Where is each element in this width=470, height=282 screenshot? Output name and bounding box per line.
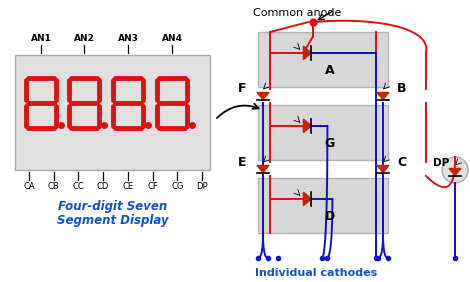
Text: D: D (324, 210, 335, 223)
Text: AN4: AN4 (162, 34, 182, 43)
Text: F: F (238, 83, 246, 96)
Text: CD: CD (97, 182, 110, 191)
Text: AN1: AN1 (31, 34, 51, 43)
FancyBboxPatch shape (15, 55, 210, 170)
Polygon shape (449, 169, 461, 175)
Polygon shape (304, 46, 312, 60)
Text: DP: DP (196, 182, 208, 191)
FancyBboxPatch shape (258, 105, 388, 160)
Text: Common anode: Common anode (253, 8, 341, 18)
Text: DP: DP (433, 158, 449, 168)
Text: Segment Display: Segment Display (57, 214, 168, 227)
Polygon shape (257, 166, 269, 173)
Polygon shape (257, 92, 269, 100)
Text: CG: CG (171, 182, 183, 191)
Text: CB: CB (48, 182, 60, 191)
Polygon shape (304, 192, 312, 206)
Text: Four-digit Seven: Four-digit Seven (58, 200, 167, 213)
Text: Individual cathodes: Individual cathodes (255, 268, 377, 278)
Text: AN3: AN3 (118, 34, 139, 43)
Text: B: B (397, 83, 407, 96)
Text: E: E (238, 155, 246, 169)
Text: CF: CF (147, 182, 158, 191)
Text: A: A (325, 64, 334, 77)
FancyBboxPatch shape (258, 32, 388, 87)
Polygon shape (304, 119, 312, 133)
Text: AN2: AN2 (74, 34, 94, 43)
Text: CA: CA (23, 182, 35, 191)
Text: G: G (324, 137, 335, 150)
FancyBboxPatch shape (258, 178, 388, 233)
Text: C: C (398, 155, 407, 169)
Text: CE: CE (122, 182, 133, 191)
Polygon shape (377, 166, 389, 173)
Text: CC: CC (72, 182, 84, 191)
Circle shape (442, 157, 468, 183)
Polygon shape (377, 92, 389, 100)
